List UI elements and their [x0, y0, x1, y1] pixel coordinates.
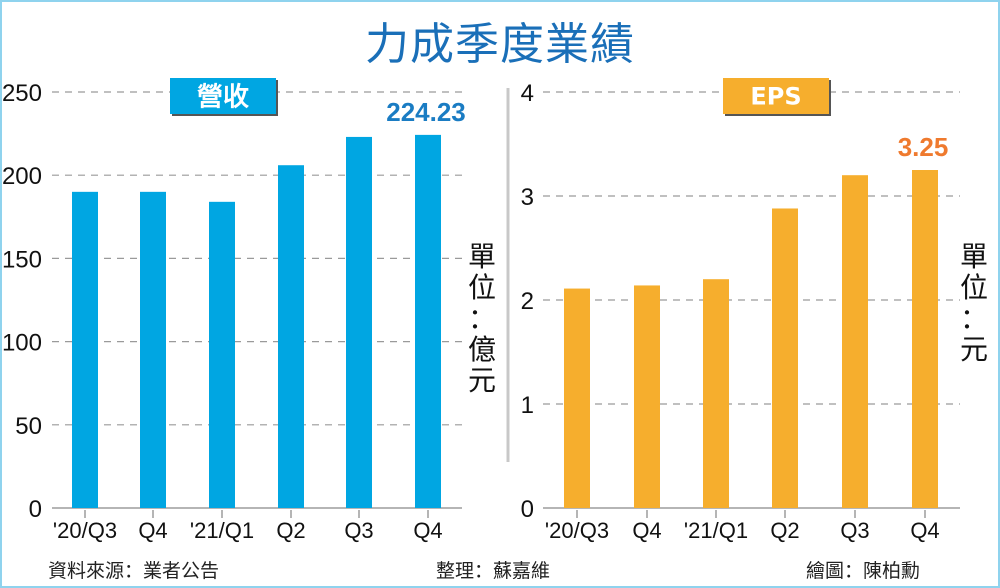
x-tick-label: Q4 — [138, 518, 167, 543]
x-tick-label: '20/Q3 — [53, 518, 117, 543]
bar — [772, 208, 798, 509]
bar — [703, 279, 729, 508]
source-note: 資料來源：業者公告 — [48, 560, 220, 582]
x-tick-label: '20/Q3 — [545, 518, 609, 543]
unit-label-char: 位 — [960, 271, 988, 304]
series-title: EPS — [750, 83, 801, 111]
y-tick-label: 100 — [2, 330, 42, 357]
unit-label-char: 元 — [468, 364, 496, 397]
unit-label-char: ： — [468, 302, 496, 335]
bar — [209, 201, 235, 508]
bar — [564, 288, 590, 508]
x-tick-label: Q3 — [840, 518, 869, 543]
bar — [634, 285, 660, 508]
bar — [278, 165, 304, 508]
artist-note: 繪圖：陳柏勳 — [806, 560, 921, 582]
y-tick-label: 50 — [15, 413, 42, 440]
editor-note: 整理：蘇嘉維 — [436, 560, 551, 582]
bar — [346, 136, 372, 509]
unit-label-char: 單 — [960, 240, 988, 273]
series-badge — [723, 78, 829, 114]
chart-title: 力成季度業績 — [365, 19, 635, 70]
x-tick-label: Q4 — [910, 518, 939, 543]
x-tick-label: '21/Q1 — [684, 518, 748, 543]
x-tick-label: Q4 — [413, 518, 442, 543]
series-title: 營收 — [197, 82, 249, 112]
data-label: 3.25 — [898, 132, 949, 162]
bar — [415, 134, 441, 508]
y-tick-label: 1 — [521, 392, 534, 419]
y-tick-label: 150 — [2, 246, 42, 273]
bar — [140, 191, 166, 508]
x-tick-label: Q2 — [770, 518, 799, 543]
x-tick-label: Q3 — [344, 518, 373, 543]
unit-label-char: 億 — [468, 333, 496, 366]
y-tick-label: 4 — [521, 80, 534, 107]
unit-label-char: 元 — [960, 333, 988, 366]
y-tick-label: 2 — [521, 288, 534, 315]
bar — [72, 191, 98, 508]
unit-label-char: 位 — [468, 271, 496, 304]
y-tick-label: 250 — [2, 80, 42, 107]
bar — [842, 175, 868, 508]
data-label: 224.23 — [386, 97, 466, 127]
y-tick-label: 200 — [2, 163, 42, 190]
y-tick-label: 3 — [521, 184, 534, 211]
series-badge — [170, 78, 276, 114]
x-tick-label: '21/Q1 — [190, 518, 254, 543]
y-tick-label: 0 — [521, 496, 534, 523]
x-tick-label: Q2 — [276, 518, 305, 543]
unit-label-char: 單 — [468, 240, 496, 273]
unit-label-char: ： — [960, 302, 988, 335]
y-tick-label: 0 — [29, 496, 42, 523]
x-tick-label: Q4 — [632, 518, 661, 543]
bar — [912, 170, 938, 508]
